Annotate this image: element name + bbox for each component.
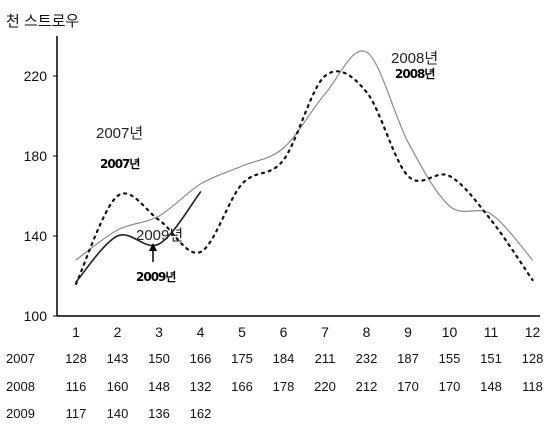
series-note-2009: 2009년 (136, 270, 176, 284)
series-note-2007: 2007년 (100, 157, 140, 171)
table-cell: 170 (397, 379, 419, 394)
x-tick-label: 5 (238, 324, 246, 340)
table-cell: 175 (231, 351, 253, 366)
table-cell: 211 (315, 351, 336, 366)
table-cell: 166 (231, 379, 253, 394)
x-tick-label: 6 (280, 324, 288, 340)
series-2009-arrowhead (149, 243, 157, 251)
table-cell: 116 (66, 379, 87, 394)
series-note-2008: 2008년 (395, 67, 435, 81)
table-cell: 128 (522, 351, 544, 366)
series-line-2007 (75, 50, 534, 261)
data-table: 2007 128 143 150 166 175 184 211 232 187 155 151 128… (6, 351, 543, 421)
series-label-2008: 2008년 (391, 50, 438, 67)
y-tick-label: 140 (24, 228, 48, 244)
table-cell: 162 (190, 406, 212, 421)
y-ticks: 100 140 180 220 (24, 68, 57, 324)
table-cell: 151 (480, 351, 502, 366)
x-tick-label: 2 (114, 324, 122, 340)
x-tick-label: 8 (363, 324, 371, 340)
table-cell: 118 (522, 379, 543, 394)
x-tick-label: 1 (72, 324, 80, 340)
x-tick-label: 11 (484, 324, 499, 340)
table-cell: 166 (190, 351, 212, 366)
x-tick-label: 9 (404, 324, 412, 340)
table-cell: 178 (273, 379, 295, 394)
x-tick-label: 7 (321, 324, 329, 340)
table-cell: 150 (148, 351, 170, 366)
table-cell: 160 (107, 379, 129, 394)
y-tick-label: 220 (24, 68, 48, 84)
x-tick-label: 12 (525, 324, 541, 340)
y-tick-label: 180 (24, 148, 48, 164)
table-cell: 140 (107, 406, 129, 421)
table-cell: 170 (439, 379, 461, 394)
table-cell: 117 (66, 406, 87, 421)
x-tick-label: 4 (197, 324, 205, 340)
series-line-2008 (74, 70, 534, 286)
table-cell: 136 (148, 406, 170, 421)
series-label-2009: 2009년 (136, 227, 183, 244)
series-label-2007: 2007년 (96, 125, 143, 142)
x-tick-label: 3 (155, 324, 163, 340)
table-cell: 187 (397, 351, 419, 366)
table-cell: 212 (356, 379, 378, 394)
table-year: 2009 (6, 406, 35, 421)
table-cell: 184 (273, 351, 295, 366)
y-tick-label: 100 (24, 308, 48, 324)
x-ticks: 1 2 3 4 5 6 7 8 9 10 11 12 (72, 324, 540, 340)
table-cell: 232 (356, 351, 378, 366)
series-line-2009 (75, 191, 202, 283)
table-year: 2007 (6, 351, 35, 366)
table-cell: 155 (439, 351, 461, 366)
table-cell: 143 (107, 351, 129, 366)
table-cell: 132 (190, 379, 212, 394)
table-cell: 148 (480, 379, 502, 394)
x-tick-label: 10 (442, 324, 458, 340)
table-year: 2008 (6, 379, 35, 394)
table-cell: 148 (148, 379, 170, 394)
table-cell: 220 (314, 379, 336, 394)
series-layer (74, 50, 534, 286)
table-cell: 128 (65, 351, 87, 366)
unit-label: 천 스트로우 (6, 13, 79, 30)
